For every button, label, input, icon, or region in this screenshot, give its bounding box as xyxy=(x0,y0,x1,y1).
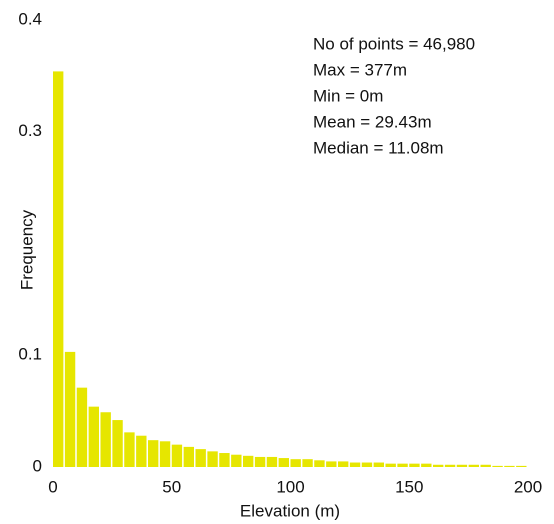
bar xyxy=(278,458,289,467)
annotation: No of points = 46,980 xyxy=(313,34,475,53)
annotation: Max = 377m xyxy=(313,60,407,79)
bar xyxy=(231,454,242,467)
y-axis-label: Frequency xyxy=(17,209,36,290)
annotation: Mean = 29.43m xyxy=(313,112,432,131)
bar xyxy=(314,460,325,467)
bar xyxy=(183,446,194,467)
bar xyxy=(516,465,527,467)
bar xyxy=(433,464,444,467)
bar xyxy=(373,462,384,467)
bar xyxy=(148,440,159,467)
bar xyxy=(266,456,278,467)
bar xyxy=(504,465,515,467)
x-tick-label: 150 xyxy=(395,477,423,496)
bar xyxy=(456,464,468,467)
bar xyxy=(302,459,313,467)
bar xyxy=(171,444,183,467)
x-axis-label: Elevation (m) xyxy=(240,501,340,520)
y-tick-label: 0 xyxy=(33,456,42,475)
annotation: Min = 0m xyxy=(313,86,383,105)
bar xyxy=(159,441,171,467)
bar xyxy=(53,71,64,467)
bar xyxy=(397,463,408,467)
bar xyxy=(349,462,361,467)
bar xyxy=(195,449,206,467)
bar xyxy=(409,463,420,467)
bar xyxy=(124,432,135,467)
bar xyxy=(361,462,373,467)
bar xyxy=(480,464,491,467)
bar xyxy=(385,463,396,467)
bar xyxy=(88,406,99,467)
bar xyxy=(444,464,456,467)
bar xyxy=(468,464,479,467)
bar xyxy=(136,435,147,467)
bar xyxy=(64,351,76,467)
bar xyxy=(421,463,432,467)
bar xyxy=(100,412,111,467)
bar xyxy=(243,455,254,467)
bar xyxy=(207,451,218,467)
bar xyxy=(76,387,88,467)
bar xyxy=(338,461,349,467)
bar xyxy=(290,459,301,467)
bar xyxy=(326,461,337,467)
bar xyxy=(112,420,123,467)
y-tick-label: 0.3 xyxy=(18,121,42,140)
bar xyxy=(254,456,266,467)
x-tick-label: 200 xyxy=(514,477,542,496)
x-tick-label: 0 xyxy=(48,477,57,496)
annotation: Median = 11.08m xyxy=(313,138,444,157)
bar xyxy=(492,465,503,467)
x-tick-label: 50 xyxy=(162,477,181,496)
y-tick-label: 0.4 xyxy=(18,9,42,28)
y-tick-label: 0.1 xyxy=(18,345,42,364)
x-tick-label: 100 xyxy=(276,477,304,496)
bar xyxy=(219,453,230,467)
